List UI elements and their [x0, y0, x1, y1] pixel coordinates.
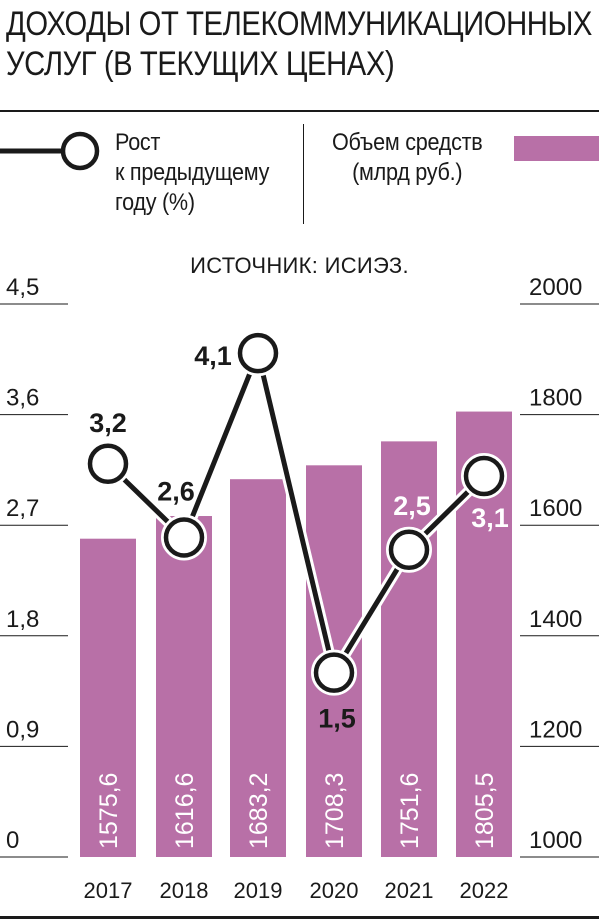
bar-value-label: 1683,2 [245, 773, 273, 849]
legend-growth-text: Рост к предыдущему году (%) [115, 128, 269, 218]
growth-marker-2017 [87, 443, 129, 485]
growth-value-label: 4,1 [194, 341, 232, 371]
growth-marker-2020 [313, 652, 355, 693]
bar-2021 [381, 441, 437, 857]
right-axis-tick-label: 2000 [529, 274, 582, 301]
source-note: ИСТОЧНИК: ИСИЭЗ. [190, 253, 409, 278]
legend-growth-line-2: к предыдущему [115, 159, 270, 186]
legend-growth-line-3: году (%) [115, 189, 195, 216]
right-axis-tick-label: 1200 [529, 716, 582, 743]
chart-title: ДОХОДЫ ОТ ТЕЛЕКОММУНИКАЦИОННЫХ УСЛУГ (В … [6, 4, 592, 84]
left-axis-tick-label: 3,6 [6, 385, 39, 412]
legend-divider [303, 124, 304, 224]
bar-value-label: 1805,5 [471, 773, 499, 849]
bar-2018 [156, 516, 212, 857]
right-axis-tick-label: 1800 [529, 385, 582, 412]
right-axis-tick-label: 1600 [529, 495, 582, 522]
right-axis-tick-label: 1000 [529, 827, 582, 854]
bar-value-label: 1751,6 [396, 773, 424, 849]
left-axis-tick-label: 0 [6, 827, 19, 854]
bar-value-label: 1616,6 [171, 773, 199, 849]
growth-marker-2021 [388, 529, 430, 571]
legend-marker-sample [60, 131, 100, 171]
bottom-rule [0, 916, 599, 919]
growth-marker-2019 [237, 332, 279, 374]
growth-marker-2022 [463, 455, 505, 497]
bar-value-label: 1575,6 [95, 773, 123, 849]
x-axis-label-2022: 2022 [460, 878, 509, 903]
legend-volume-text: Объем средств (млрд руб.) [332, 128, 483, 188]
left-axis-tick-label: 1,8 [6, 606, 39, 633]
top-rule [0, 110, 599, 112]
x-axis-label-2020: 2020 [310, 878, 359, 903]
x-axis-label-2017: 2017 [84, 878, 133, 903]
chart-title-line-1: ДОХОДЫ ОТ ТЕЛЕКОММУНИКАЦИОННЫХ [6, 5, 592, 43]
growth-value-label: 2,5 [393, 491, 431, 521]
x-axis-label-2019: 2019 [234, 878, 283, 903]
right-axis-tick-label: 1400 [529, 606, 582, 633]
legend-bar-swatch [514, 136, 599, 161]
left-axis-tick-label: 0,9 [6, 716, 39, 743]
legend-volume-line-2: (млрд руб.) [352, 159, 463, 186]
growth-value-label: 1,5 [318, 704, 356, 734]
legend-growth-line-1: Рост [115, 129, 161, 156]
bar-2019 [230, 479, 286, 857]
x-axis-label-2018: 2018 [160, 878, 209, 903]
left-axis-tick-label: 2,7 [6, 495, 39, 522]
growth-marker-2018 [163, 517, 205, 558]
growth-value-label: 3,1 [471, 503, 509, 533]
growth-value-label: 3,2 [89, 408, 127, 438]
legend-volume-line-1: Объем средств [332, 129, 483, 156]
growth-value-label: 2,6 [157, 476, 195, 506]
bar-2017 [80, 538, 136, 857]
chart-title-line-2: УСЛУГ (В ТЕКУЩИХ ЦЕНАХ) [6, 45, 395, 83]
left-axis-tick-label: 4,5 [6, 274, 39, 301]
x-axis-label-2021: 2021 [385, 878, 434, 903]
bar-value-label: 1708,3 [321, 773, 349, 849]
